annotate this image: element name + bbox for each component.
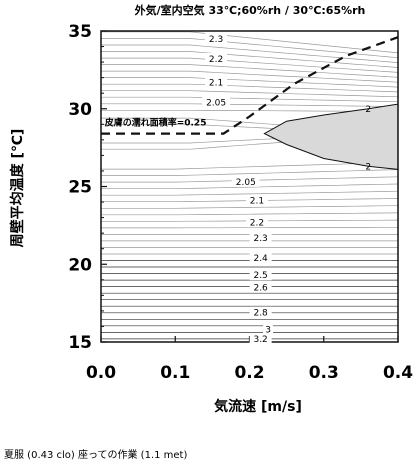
contour-label-bg bbox=[245, 194, 268, 206]
contour-line bbox=[101, 162, 399, 170]
contour-label-bg bbox=[205, 32, 228, 44]
contour-line bbox=[101, 83, 399, 93]
contour-value-label: 2.1 bbox=[209, 78, 223, 88]
contour-label-bg bbox=[245, 216, 268, 228]
wetted-area-boundary-line bbox=[101, 36, 399, 135]
contour-line bbox=[101, 44, 399, 63]
x-tick-label: 0.1 bbox=[160, 363, 190, 383]
y-tick-label: 20 bbox=[68, 255, 92, 275]
contour-value-label: 2.5 bbox=[253, 271, 267, 281]
contour-value-label: 2.3 bbox=[253, 234, 267, 244]
contour-label-bg bbox=[249, 269, 272, 281]
contour-labels: 2.3 2.2 2.1 2.05 2 2 2.05 2.1 2.2 2.3 2.4 2.5 2.6 2.8… bbox=[202, 32, 371, 345]
boundary-annotation: 皮膚の濡れ面積率=0.25 bbox=[104, 117, 207, 129]
contour-label-bg bbox=[249, 306, 272, 318]
contour-label-bg bbox=[249, 231, 272, 243]
contour-line bbox=[101, 31, 399, 54]
contour-label-bg bbox=[205, 76, 228, 88]
axis-ticks: 0.0 0.1 0.2 0.3 0.4 15 20 25 30 35 bbox=[68, 22, 413, 383]
contour-value-label: 2.05 bbox=[206, 99, 226, 109]
contour-value-label: 2.3 bbox=[209, 35, 223, 45]
chart-title: 外気/室内空気 33℃;60%rh / 30℃:65%rh bbox=[134, 3, 366, 17]
shaded-region bbox=[263, 103, 399, 170]
contour-line bbox=[101, 190, 399, 196]
contour-line bbox=[101, 70, 399, 83]
y-axis-label: 周壁平均温度 [℃] bbox=[9, 129, 26, 248]
contour-value-label: 2.2 bbox=[250, 218, 264, 228]
x-tick-label: 0.0 bbox=[86, 363, 116, 383]
contour-line bbox=[101, 77, 399, 88]
contour-value-label: 2.4 bbox=[253, 254, 268, 264]
contour-label-bg bbox=[249, 252, 272, 264]
contour-line bbox=[101, 90, 399, 98]
shaded-region-layer bbox=[263, 103, 399, 170]
contour-line bbox=[101, 169, 399, 176]
y-tick-label: 15 bbox=[68, 333, 92, 353]
contour-line bbox=[101, 96, 399, 103]
x-tick-label: 0.4 bbox=[383, 363, 413, 383]
contour-value-label: 2.6 bbox=[253, 284, 268, 294]
y-tick-label: 35 bbox=[68, 22, 92, 42]
y-tick-label: 30 bbox=[68, 100, 92, 120]
contour-line bbox=[101, 205, 399, 209]
contour-value-label: 2 bbox=[365, 105, 371, 115]
boundary-layer bbox=[101, 36, 399, 135]
contour-value-label: 3.2 bbox=[253, 335, 267, 345]
contour-value-label: 2.2 bbox=[209, 55, 223, 65]
contour-value-label: 2.05 bbox=[236, 178, 256, 188]
contour-line bbox=[101, 183, 399, 190]
contour-line bbox=[101, 38, 399, 59]
x-tick-label: 0.2 bbox=[234, 363, 264, 383]
contour-line bbox=[101, 64, 399, 78]
contour-line bbox=[101, 103, 399, 107]
contour-line bbox=[101, 57, 399, 73]
contour-value-label: 3 bbox=[265, 326, 271, 336]
y-tick-label: 25 bbox=[68, 178, 92, 198]
x-tick-label: 0.3 bbox=[309, 363, 339, 383]
contour-label-bg bbox=[249, 332, 272, 344]
x-axis-label: 気流速 [m/s] bbox=[214, 398, 302, 415]
contour-label-bg bbox=[249, 281, 272, 293]
contour-value-label: 2.1 bbox=[250, 196, 264, 206]
contour-label-bg bbox=[231, 175, 260, 187]
contour-line bbox=[101, 212, 399, 216]
contour-value-label: 2 bbox=[365, 162, 371, 172]
contour-line bbox=[101, 51, 399, 68]
contour-label-bg bbox=[205, 52, 228, 64]
contour-line bbox=[101, 226, 398, 229]
caption: 夏服 (0.43 clo) 座っての作業 (1.1 met) bbox=[4, 448, 187, 461]
contour-label-bg bbox=[202, 96, 231, 108]
contour-value-label: 2.8 bbox=[253, 308, 268, 318]
contour-label-bg bbox=[263, 323, 274, 335]
